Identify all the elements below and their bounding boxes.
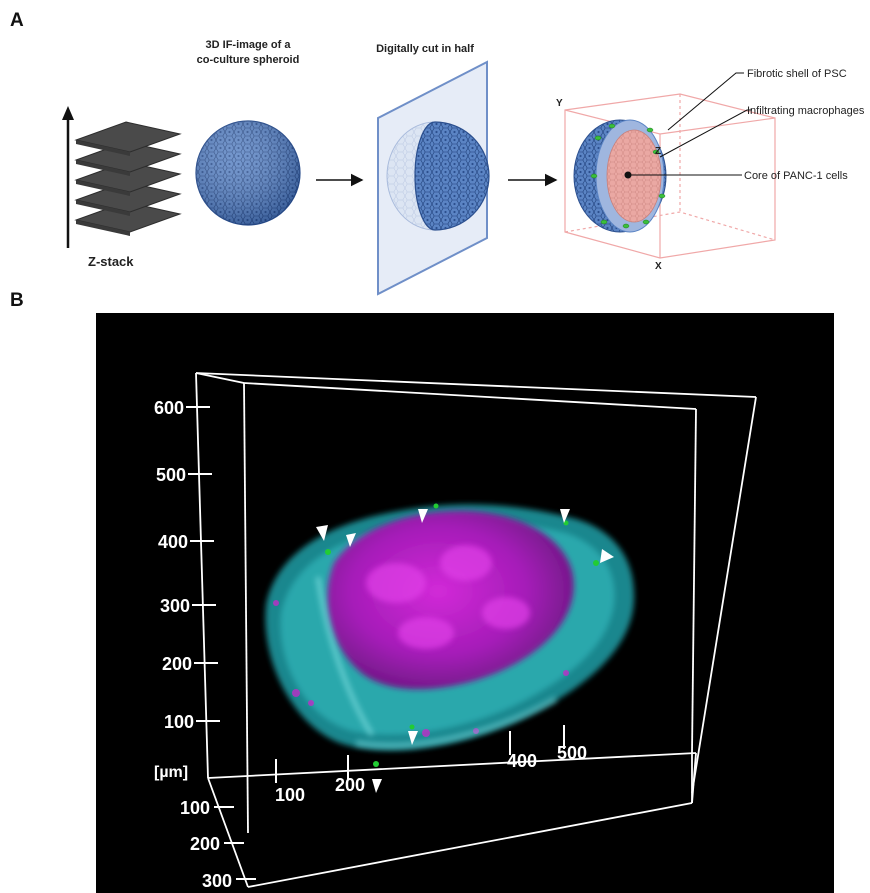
spheroid-caption-line1: 3D IF-image of a	[206, 39, 292, 51]
panel-a-letter: A	[10, 10, 24, 31]
y-tick-500: 500	[156, 465, 186, 485]
y-tick-400: 400	[158, 532, 188, 552]
axis-x-label: X	[655, 261, 662, 272]
spheroid-caption-line2: co-culture spheroid	[197, 54, 300, 66]
cut-spheroid-section	[573, 119, 667, 233]
panel-b-image: 600 500 400 300 200 100 [µm] 100 200 400…	[96, 313, 834, 893]
z-stack-icon	[62, 106, 182, 248]
z-stack-label: Z-stack	[88, 254, 134, 269]
y-tick-300: 300	[160, 596, 190, 616]
panel-a-diagram: Z-stack 3D IF-image of a co-culture sphe…	[62, 39, 865, 296]
unit-label: [µm]	[154, 764, 188, 781]
label-macrophages: Infiltrating macrophages	[747, 105, 865, 117]
x-tick-400: 400	[507, 751, 537, 771]
axis-y-label: Y	[556, 98, 563, 109]
cut-caption: Digitally cut in half	[376, 43, 474, 55]
y-tick-200: 200	[162, 654, 192, 674]
z-tick-100: 100	[180, 798, 210, 818]
magenta-core	[327, 510, 574, 690]
y-axis-ticks	[186, 406, 220, 722]
label-fibrotic-shell: Fibrotic shell of PSC	[747, 68, 847, 80]
white-arrowheads	[316, 509, 614, 793]
y-tick-600: 600	[154, 398, 184, 418]
panel-b-letter: B	[10, 290, 24, 311]
x-tick-200: 200	[335, 775, 365, 795]
y-tick-100: 100	[164, 712, 194, 732]
x-tick-100: 100	[275, 785, 305, 805]
bounding-box-front	[195, 372, 757, 888]
leader-lines	[628, 72, 752, 176]
macrophage-dots	[325, 503, 599, 767]
x-axis-ticks	[275, 725, 565, 783]
bounding-box-back	[243, 382, 697, 834]
label-core: Core of PANC-1 cells	[744, 170, 848, 182]
x-tick-500: 500	[557, 743, 587, 763]
z-tick-300: 300	[202, 871, 232, 891]
spheroid-sphere	[195, 120, 301, 226]
spheroid-3d-render	[265, 504, 635, 751]
axis-z-label: Z	[655, 146, 661, 157]
z-tick-200: 200	[190, 834, 220, 854]
half-spheroid	[386, 121, 490, 231]
macrophage-markers	[590, 123, 666, 229]
z-axis-ticks	[214, 806, 256, 880]
